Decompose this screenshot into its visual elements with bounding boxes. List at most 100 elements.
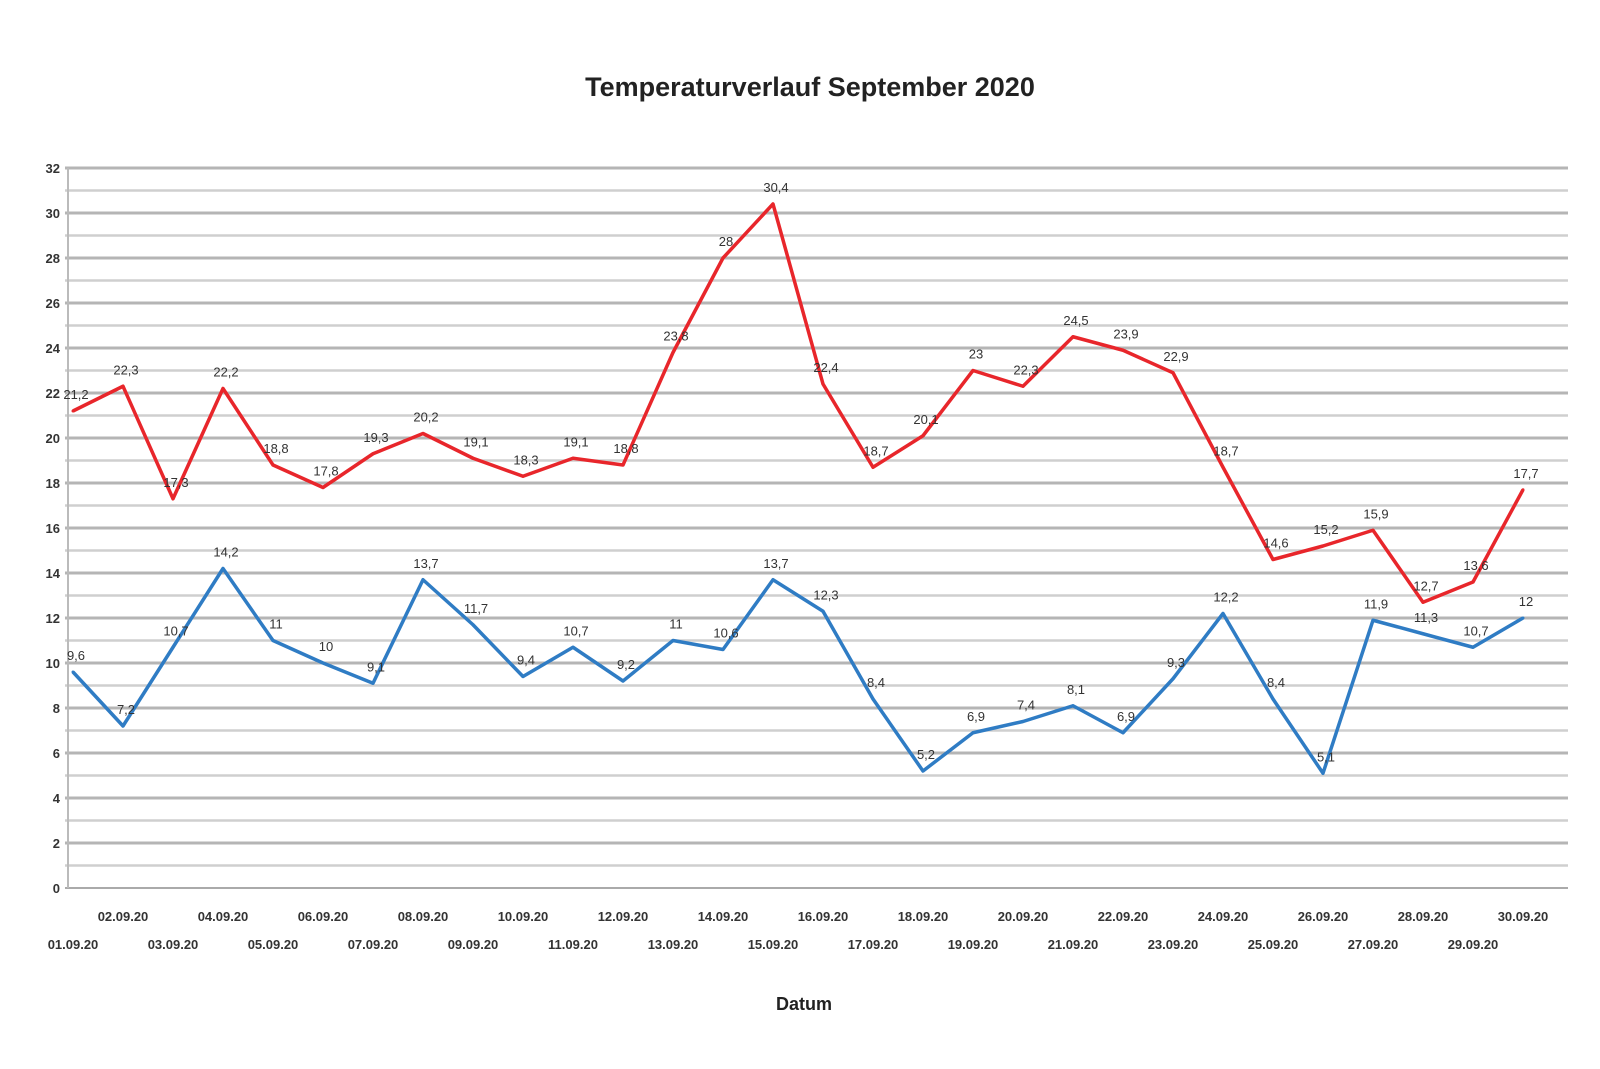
y-tick-label: 22 [46, 386, 60, 401]
data-point [1171, 371, 1175, 375]
y-tick-label: 6 [53, 746, 60, 761]
data-label: 9,4 [517, 653, 535, 668]
data-point [321, 661, 325, 665]
data-label: 17,7 [1513, 466, 1538, 481]
data-label: 21,2 [63, 387, 88, 402]
y-tick-label: 0 [53, 881, 60, 896]
data-label: 12 [1519, 594, 1533, 609]
data-point [521, 474, 525, 478]
y-tick-label: 20 [46, 431, 60, 446]
x-axis-title: Datum [776, 994, 832, 1014]
x-tick-label: 18.09.20 [898, 909, 949, 924]
data-point [221, 567, 225, 570]
data-label: 18,7 [863, 443, 888, 458]
data-point [1521, 488, 1525, 492]
data-label: 17,8 [313, 464, 338, 479]
data-label: 19,3 [363, 430, 388, 445]
x-tick-label: 30.09.20 [1498, 909, 1549, 924]
x-tick-label: 26.09.20 [1298, 909, 1349, 924]
data-point [1471, 580, 1475, 584]
data-label: 6,9 [1117, 709, 1135, 724]
y-tick-label: 10 [46, 656, 60, 671]
data-point [671, 351, 675, 354]
data-point [771, 578, 775, 582]
data-point [271, 463, 275, 467]
data-label: 18,8 [263, 441, 288, 456]
y-tick-label: 12 [46, 611, 60, 626]
data-label: 7,2 [117, 702, 135, 717]
data-point [621, 679, 625, 683]
data-label: 22,3 [113, 362, 138, 377]
data-label: 10 [319, 639, 333, 654]
data-point [71, 409, 75, 413]
data-label: 5,1 [1317, 749, 1335, 764]
y-tick-label: 18 [46, 476, 60, 491]
data-point [1371, 618, 1375, 622]
y-tick-label: 32 [46, 161, 60, 176]
data-point [171, 497, 175, 501]
data-point [1421, 632, 1425, 636]
data-point [1321, 544, 1325, 548]
data-label: 15,9 [1363, 506, 1388, 521]
data-label: 18,3 [513, 452, 538, 467]
series-line-max [72, 202, 1525, 604]
data-point [1271, 697, 1275, 701]
x-tick-label: 21.09.20 [1048, 937, 1099, 952]
data-label: 18,7 [1213, 443, 1238, 458]
y-tick-label: 2 [53, 836, 60, 851]
data-label: 11,3 [1414, 610, 1438, 625]
x-tick-label: 20.09.20 [998, 909, 1049, 924]
data-point [821, 382, 825, 386]
x-tick-label: 27.09.20 [1348, 937, 1399, 952]
data-label: 11,9 [1364, 596, 1388, 611]
data-label: 17,3 [163, 475, 188, 490]
x-tick-label: 17.09.20 [848, 937, 899, 952]
data-point [671, 639, 675, 642]
data-point [471, 623, 475, 627]
data-point [921, 434, 925, 438]
y-tick-label: 4 [53, 791, 61, 806]
data-label: 9,1 [367, 659, 385, 674]
data-label: 18,8 [613, 441, 638, 456]
data-label: 13,7 [763, 556, 788, 571]
data-point [1271, 558, 1275, 561]
data-label: 9,2 [617, 657, 635, 672]
data-label: 10,6 [713, 626, 738, 641]
data-label: 10,7 [163, 623, 188, 638]
data-label: 13,6 [1463, 558, 1488, 573]
data-label: 11,7 [464, 601, 488, 616]
data-label: 22,2 [213, 365, 238, 380]
data-point [871, 697, 875, 701]
data-point [1221, 612, 1225, 615]
data-label: 9,6 [67, 648, 85, 663]
data-label: 10,7 [563, 623, 588, 638]
data-point [421, 432, 425, 435]
x-tick-label: 01.09.20 [48, 937, 99, 952]
data-point [1471, 645, 1475, 649]
data-label: 24,5 [1063, 313, 1088, 328]
x-tick-label: 07.09.20 [348, 937, 399, 952]
data-label: 15,2 [1313, 522, 1338, 537]
x-tick-label: 16.09.20 [798, 909, 849, 924]
series-line-min [71, 566, 1524, 775]
data-label: 9,3 [1167, 655, 1185, 670]
data-point [921, 769, 925, 773]
data-point [471, 456, 475, 460]
x-tick-label: 03.09.20 [148, 937, 199, 952]
series-group: 21,2 22,3 17,3 22,2 18,8 17,8 19,3 20,2 19,1 18,3… [63, 180, 1539, 775]
data-label: 22,4 [813, 360, 838, 375]
data-point [71, 670, 75, 674]
x-tick-label: 25.09.20 [1248, 937, 1299, 952]
data-point [1071, 335, 1075, 339]
data-point [721, 648, 725, 651]
data-point [421, 578, 425, 582]
data-point [321, 486, 325, 489]
grid-lines [65, 166, 1568, 889]
y-tick-label: 24 [46, 341, 61, 356]
data-point [1121, 348, 1125, 352]
x-axis: 01.09.20 02.09.20 03.09.20 04.09.20 05.09.20… [48, 909, 1549, 952]
data-point [271, 639, 275, 642]
x-tick-label: 12.09.20 [598, 909, 649, 924]
data-point [821, 609, 825, 613]
